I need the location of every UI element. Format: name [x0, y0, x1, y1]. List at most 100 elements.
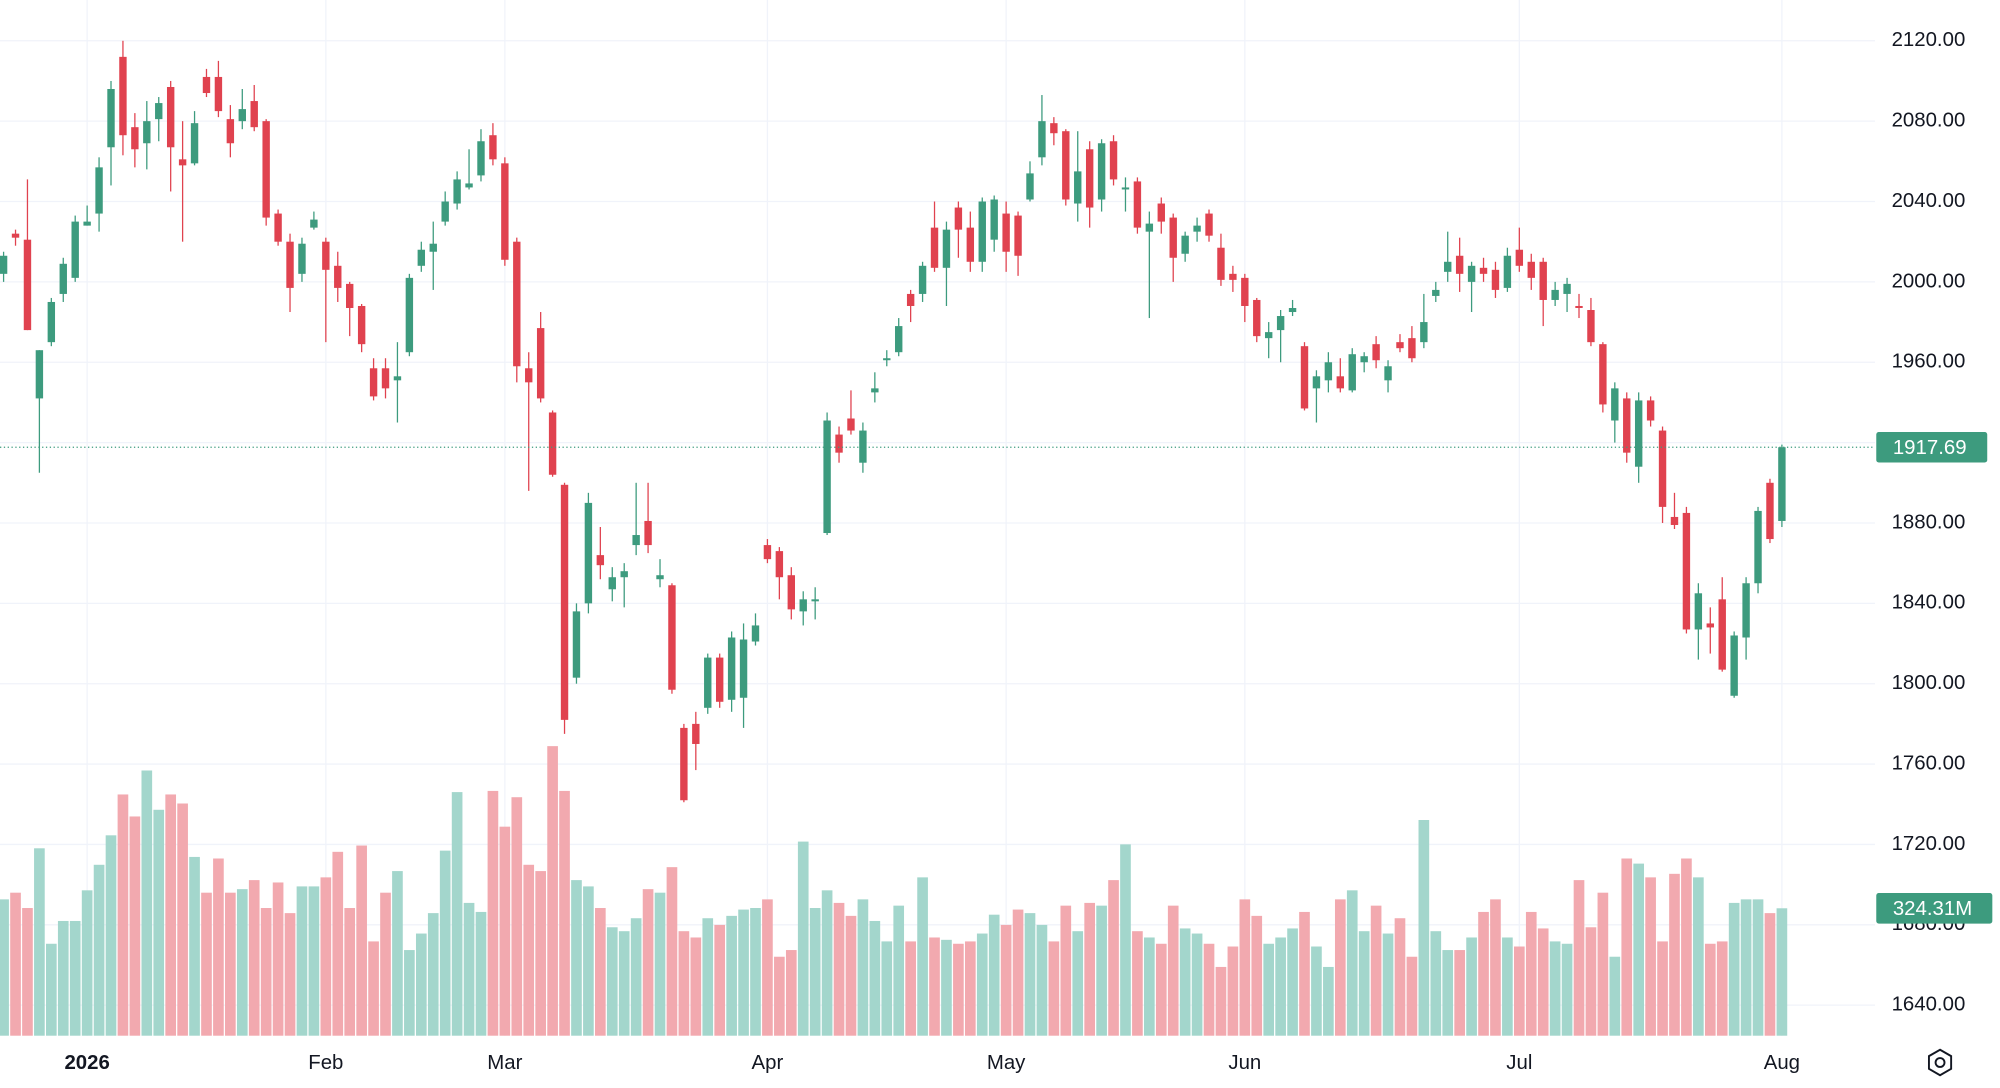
candle-body	[620, 571, 628, 578]
candle-body	[548, 412, 557, 475]
volume-bar	[857, 899, 869, 1036]
candle-body	[250, 101, 258, 128]
candle-body	[918, 265, 927, 294]
volume-bar	[1263, 943, 1275, 1036]
volume-bar	[1358, 931, 1370, 1036]
volume-bar	[523, 864, 535, 1036]
volume-bar	[1466, 937, 1477, 1036]
volume-bar	[1215, 966, 1227, 1036]
volume-bar	[1370, 905, 1382, 1036]
volume-bar	[964, 941, 976, 1036]
candle-body	[990, 199, 998, 240]
volume-bar	[1334, 899, 1346, 1036]
volume-bar	[1609, 956, 1621, 1036]
volume-bar	[929, 937, 940, 1036]
candle-body	[1515, 249, 1524, 266]
candle-body	[1229, 273, 1237, 280]
volume-bar	[1024, 913, 1036, 1036]
candle-body	[1205, 213, 1213, 236]
candle-body	[1766, 482, 1774, 540]
volume-bar	[1442, 950, 1454, 1036]
x-tick-label: Apr	[752, 1052, 784, 1074]
last-price-box	[1876, 431, 1988, 463]
volume-bar	[1561, 943, 1573, 1036]
candle-body	[727, 637, 736, 700]
candle-body	[1527, 261, 1535, 278]
volume-bar	[451, 792, 463, 1036]
volume-bar	[1549, 941, 1561, 1036]
volume-bar	[392, 871, 403, 1036]
volume-bar	[356, 845, 367, 1036]
volume-bar	[1645, 877, 1656, 1036]
candle-body	[274, 213, 282, 242]
volume-bar	[702, 918, 714, 1036]
candle-body	[501, 163, 509, 260]
volume-bar	[1227, 946, 1239, 1036]
volume-bar	[69, 920, 81, 1036]
candle-body	[1611, 388, 1619, 421]
candle-body	[644, 520, 652, 546]
candle-body	[1694, 593, 1703, 630]
candle-body	[262, 121, 270, 218]
candle-body	[978, 201, 986, 262]
volume-bar	[1406, 956, 1418, 1036]
volume-bar	[93, 864, 105, 1036]
y-tick-label: 2080.00	[1892, 110, 1966, 132]
volume-bar	[1108, 880, 1119, 1036]
candle-body	[59, 263, 67, 294]
volume-bar	[1514, 946, 1525, 1036]
volume-bar	[678, 931, 690, 1036]
volume-bar	[893, 905, 905, 1036]
volume-bar	[1394, 918, 1406, 1036]
volume-bar	[595, 908, 606, 1036]
candle-body	[1718, 599, 1726, 670]
volume-bar	[1144, 937, 1155, 1036]
candle-body	[1253, 299, 1261, 337]
x-tick-label: 2026	[64, 1052, 109, 1074]
volume-bar	[344, 908, 356, 1036]
candle-body	[477, 141, 485, 176]
volume-bar	[1681, 858, 1692, 1036]
settings-icon[interactable]	[1927, 1048, 1953, 1077]
x-tick-label: Jul	[1506, 1052, 1532, 1074]
volume-bar	[296, 886, 308, 1036]
candle-body	[1503, 255, 1512, 288]
axes: 1640.001680.001720.001760.001800.001840.…	[0, 29, 1993, 1074]
volume-bar	[1502, 937, 1513, 1036]
volume-bar	[0, 899, 9, 1036]
candle-body	[190, 123, 199, 164]
candle-body	[871, 388, 879, 393]
volume-bar	[81, 890, 93, 1036]
volume-bar	[845, 915, 857, 1036]
candle-body	[692, 723, 700, 744]
volume-bar	[1000, 924, 1012, 1036]
volume-bar	[1155, 943, 1167, 1036]
candle-body	[1348, 354, 1356, 391]
candle-body	[1658, 430, 1667, 507]
volume-bar	[511, 797, 523, 1036]
volume-bar	[1287, 928, 1298, 1036]
candle-body	[859, 430, 867, 463]
volume-bar	[1704, 943, 1716, 1036]
candle-body	[1336, 376, 1345, 389]
volume-bar	[1179, 928, 1191, 1036]
x-tick-label: Feb	[308, 1052, 343, 1074]
volume-bar	[606, 927, 618, 1036]
volume-bar	[547, 746, 558, 1036]
volume-bar	[117, 794, 129, 1036]
candle-body	[668, 585, 676, 690]
candle-body	[166, 86, 175, 148]
volume-bar	[1740, 899, 1752, 1036]
volume-bar	[1752, 899, 1764, 1036]
candle-body	[1145, 223, 1154, 232]
candle-body	[1706, 623, 1714, 628]
candle-body	[1754, 510, 1762, 584]
volume-bar	[1490, 899, 1501, 1036]
candle-body	[489, 135, 497, 160]
candle-body	[883, 358, 891, 361]
volume-bar	[1323, 966, 1334, 1036]
volume-bar	[988, 914, 1000, 1036]
volume-bar	[1132, 931, 1143, 1036]
volume-bar	[284, 913, 296, 1036]
